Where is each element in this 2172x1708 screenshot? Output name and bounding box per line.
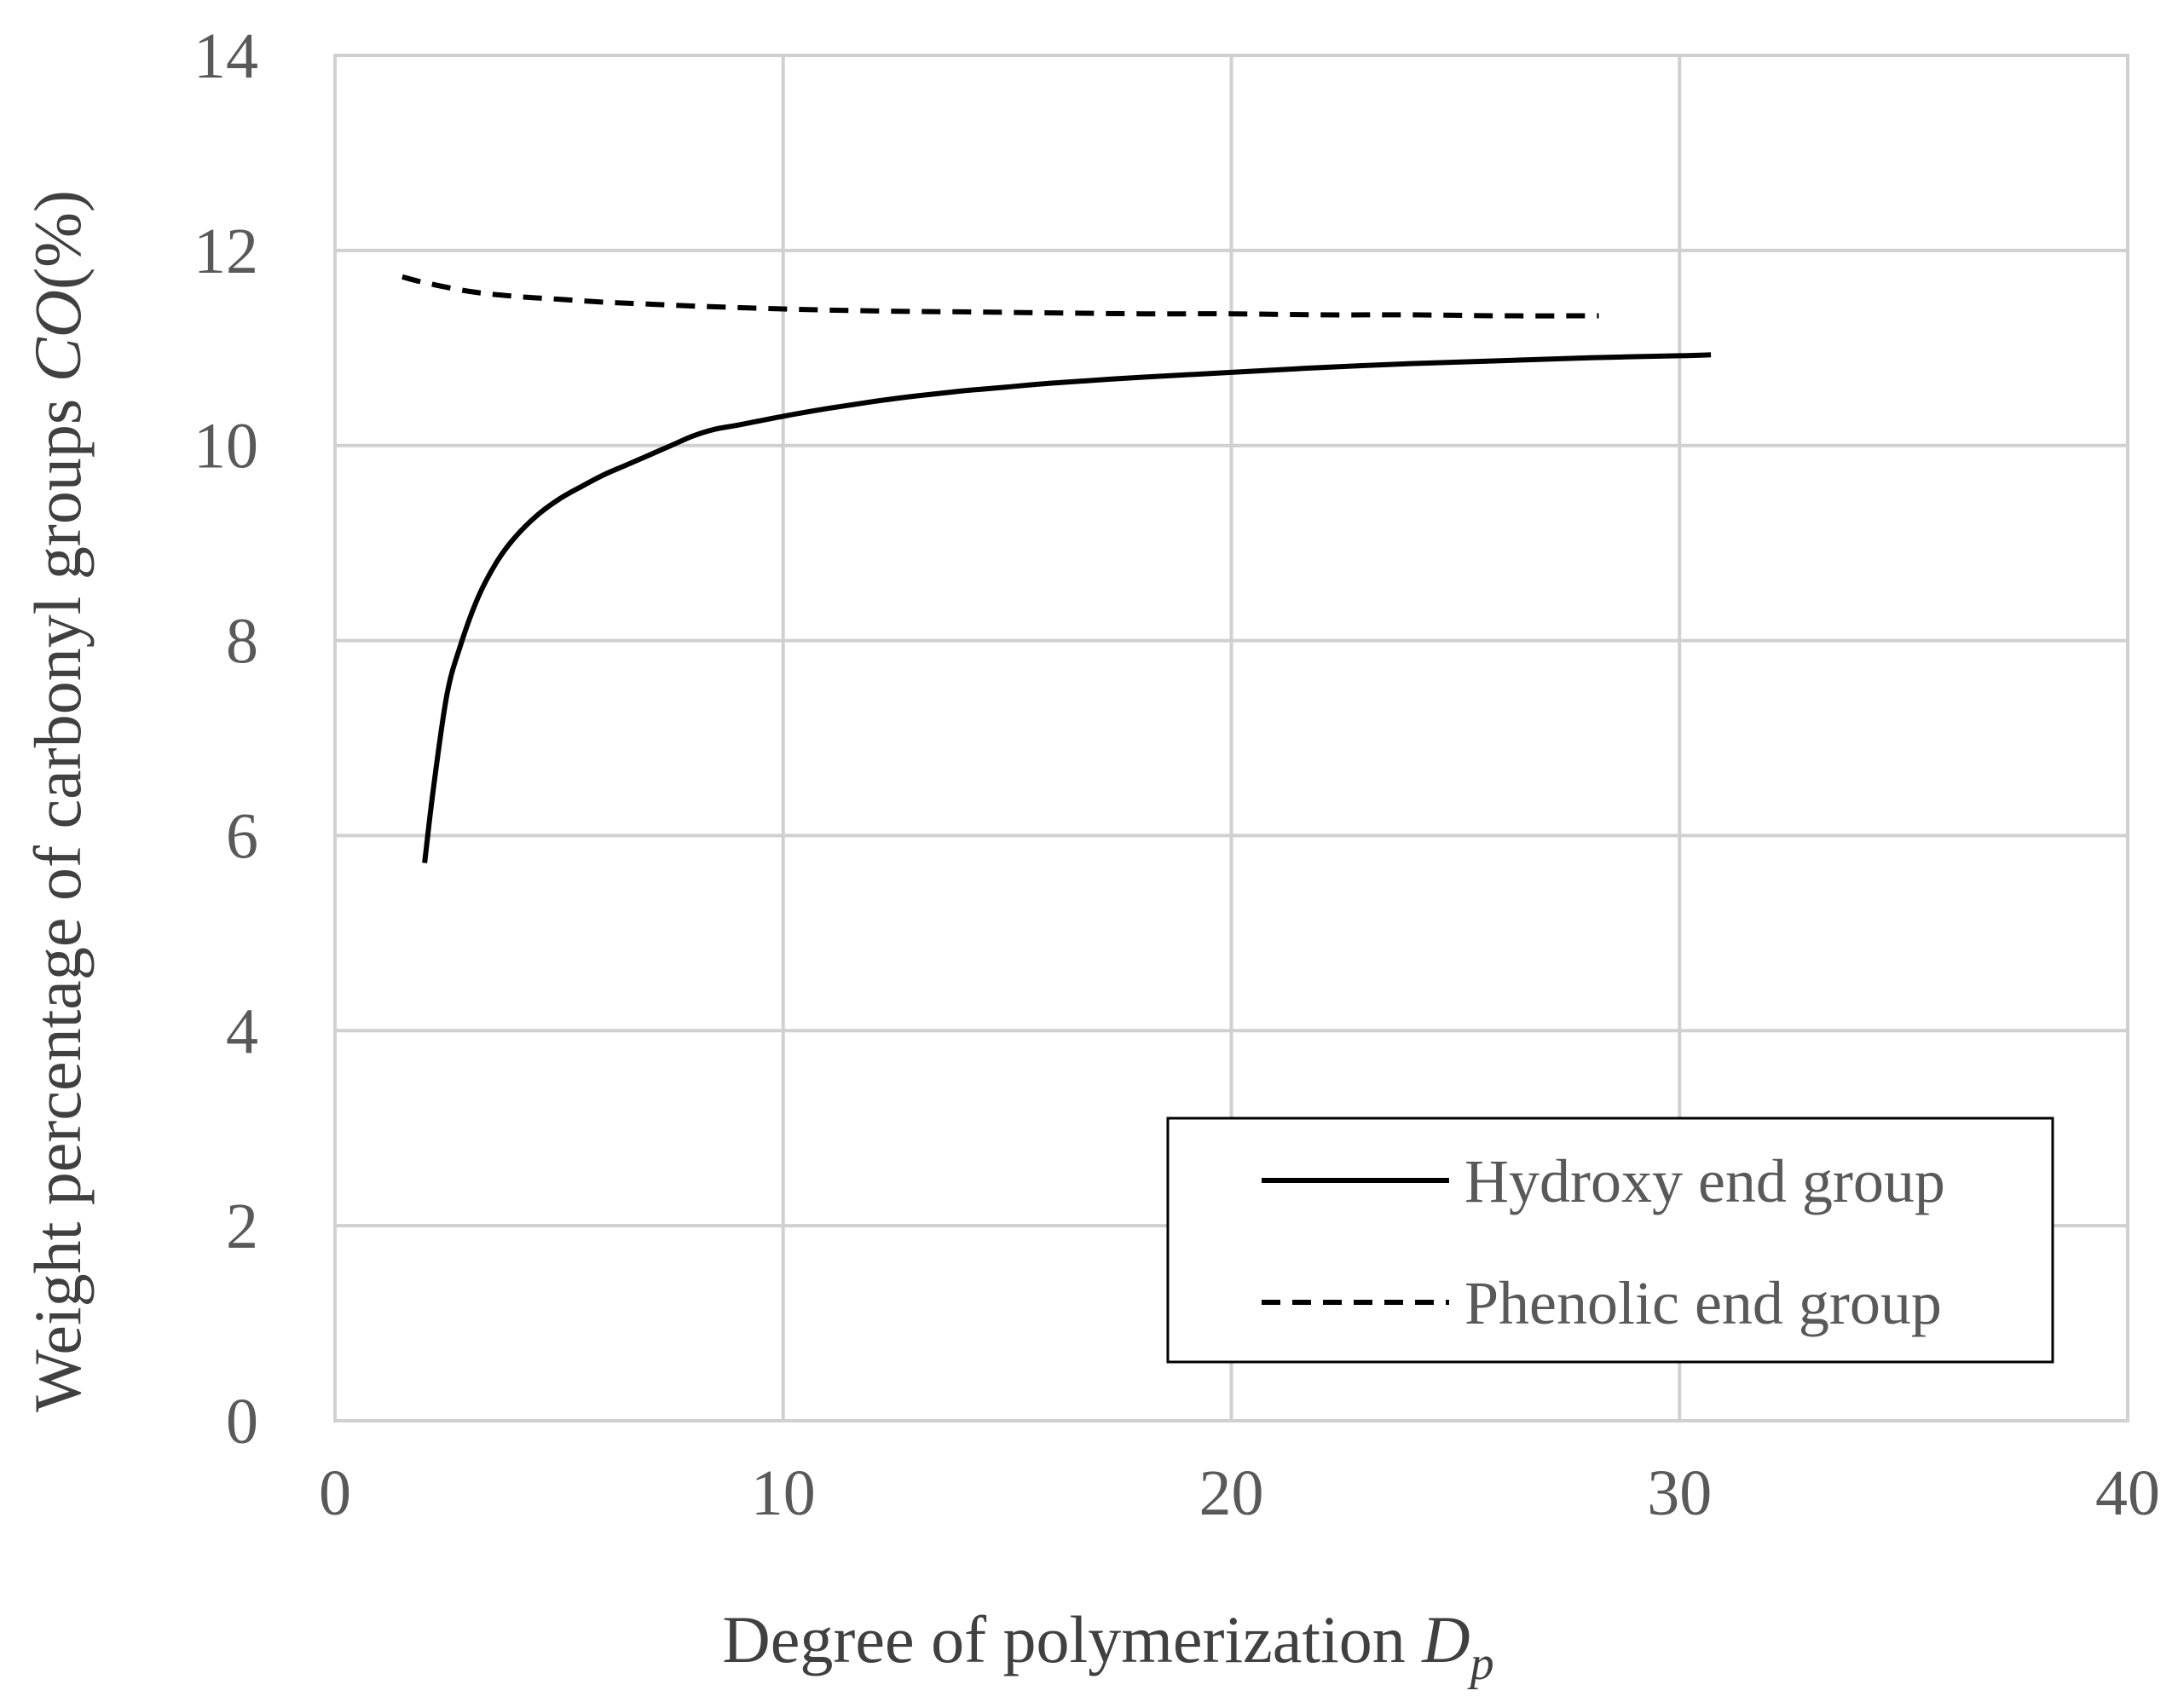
y-tick-label: 2 (226, 1191, 258, 1262)
series-layer (401, 274, 1712, 863)
y-tick-label: 14 (194, 20, 258, 92)
x-tick-label: 10 (751, 1457, 816, 1529)
x-tick-label: 0 (319, 1457, 351, 1529)
series-line-0 (422, 352, 1712, 863)
x-axis-tick-labels: 0 10 20 30 40 (319, 1457, 2160, 1529)
series-line-1 (401, 274, 1599, 319)
x-tick-label: 20 (1199, 1457, 1264, 1529)
grid-horizontal-lines (335, 248, 2128, 1228)
y-tick-label: 10 (194, 411, 258, 482)
y-tick-label: 6 (226, 800, 258, 872)
legend-box (1166, 1117, 2054, 1364)
x-tick-label: 30 (1647, 1457, 1712, 1529)
y-tick-label: 0 (226, 1386, 258, 1457)
plot-area-border (333, 54, 2129, 1422)
y-axis-tick-labels: 0 2 4 6 8 10 12 14 (194, 20, 258, 1457)
x-tick-label: 40 (2095, 1457, 2160, 1529)
legend-label-phenolic: Phenolic end group (1464, 1269, 1942, 1337)
y-tick-label: 8 (226, 606, 258, 678)
x-axis-title: Degree of polymerization Dp (722, 1602, 1493, 1690)
y-tick-label: 12 (194, 216, 258, 287)
legend: Hydroxy end group Phenolic end group (1166, 1117, 2054, 1364)
legend-label-hydroxy: Hydroxy end group (1464, 1147, 1945, 1215)
y-axis-title: Weight percentage of carbonyl groups CO(… (20, 190, 95, 1412)
y-tick-label: 4 (226, 995, 258, 1067)
